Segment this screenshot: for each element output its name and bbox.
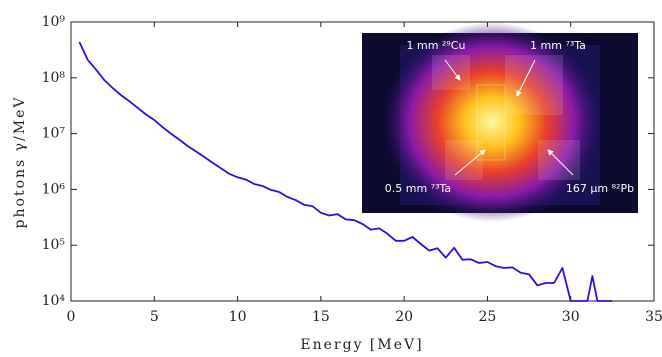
chart: 1 mm ²⁹Cu 1 mm ⁷³Ta 0.5 mm ⁷³Ta 167 µm ⁸… [0,0,662,357]
y-tick-label: 10⁹ [42,14,66,30]
x-tick-label: 30 [562,309,580,325]
inset-label: 1 mm ⁷³Ta [530,39,586,52]
x-tick-label: 25 [479,309,497,325]
y-tick-label: 10⁴ [42,293,66,309]
y-axis-label: photons γ/MeV [12,96,28,229]
y-tick-label: 10⁸ [42,70,66,86]
page: 1 mm ²⁹Cu 1 mm ⁷³Ta 0.5 mm ⁷³Ta 167 µm ⁸… [0,0,662,357]
y-tick-label: 10⁵ [42,237,66,253]
x-tick-label: 20 [395,309,413,325]
inset-label: 167 µm ⁸²Pb [566,182,634,195]
y-tick-label: 10⁶ [42,181,66,197]
x-tick-label: 35 [645,309,662,325]
y-tick-label: 10⁷ [42,126,66,142]
inset-label: 1 mm ²⁹Cu [407,39,466,52]
x-tick-label: 10 [229,309,247,325]
x-axis-label: Energy [MeV] [300,337,423,353]
x-tick-label: 5 [150,309,159,325]
inset: 1 mm ²⁹Cu 1 mm ⁷³Ta 0.5 mm ⁷³Ta 167 µm ⁸… [362,22,638,222]
inset-label: 0.5 mm ⁷³Ta [385,182,451,195]
x-tick-label: 15 [312,309,330,325]
x-tick-label: 0 [67,309,76,325]
